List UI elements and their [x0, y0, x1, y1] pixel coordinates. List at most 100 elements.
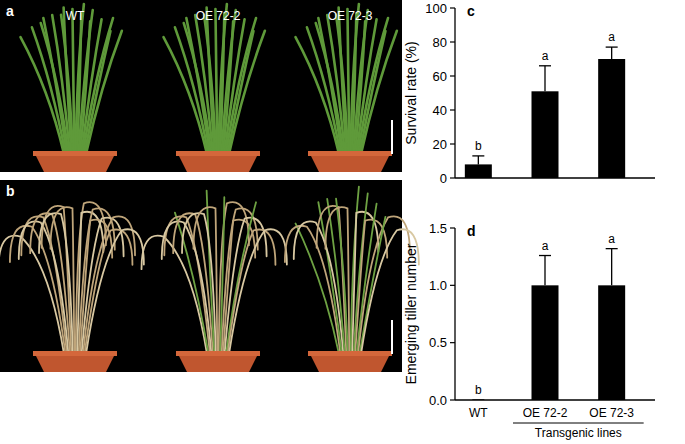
scale-bar — [391, 120, 393, 154]
photo-background — [0, 0, 402, 172]
y-tick-label: 1.5 — [429, 221, 447, 236]
y-axis-label: Survival rate (%) — [403, 41, 419, 144]
error-stem — [611, 47, 612, 59]
photo-panel: aWTOE 72-2OE 72-3 — [0, 0, 402, 172]
y-tick — [450, 109, 455, 110]
error-bar — [472, 156, 484, 165]
leaf — [336, 15, 348, 154]
pot — [178, 354, 258, 372]
error-bar — [539, 256, 551, 286]
photo-caption: WT — [66, 9, 85, 23]
leaf — [317, 206, 347, 354]
leaf — [347, 9, 349, 154]
leaf — [361, 31, 397, 154]
pot — [35, 354, 115, 372]
pot — [178, 154, 258, 172]
leaf — [61, 15, 73, 154]
leaf — [358, 18, 388, 154]
leaf — [325, 207, 349, 354]
error-stem — [544, 66, 545, 92]
x-tick-label: OE 72-2 — [523, 406, 568, 420]
error-cap — [606, 46, 618, 47]
leaf — [85, 31, 111, 154]
photo-caption: OE 72-2 — [196, 9, 241, 23]
panel-letter: a — [6, 3, 14, 19]
error-bar — [472, 400, 484, 401]
error-bar — [606, 249, 618, 286]
bar — [532, 91, 559, 178]
photo-panel: b — [0, 180, 419, 372]
leaf — [360, 31, 386, 154]
pot-rim — [176, 351, 260, 356]
figure: aWTOE 72-2OE 72-3b020406080100Survival r… — [0, 0, 685, 444]
y-axis — [454, 228, 455, 400]
error-bar — [539, 66, 551, 92]
leaf — [228, 230, 276, 354]
leaf — [228, 31, 254, 154]
leaf — [86, 31, 122, 154]
y-tick — [450, 399, 455, 400]
y-tick-label: 100 — [425, 1, 447, 16]
significance-letter: a — [608, 30, 615, 44]
leaf — [207, 191, 215, 354]
chart: 020406080100Survival rate (%)cbaa — [403, 1, 655, 186]
leaf — [229, 31, 265, 154]
pot-rim — [308, 151, 392, 156]
bars — [465, 47, 625, 178]
significance-letter: a — [608, 232, 615, 246]
photo-background — [0, 180, 402, 372]
pot — [35, 154, 115, 172]
leaf — [336, 199, 348, 354]
significance-letter: b — [475, 383, 482, 397]
pot — [310, 354, 390, 372]
leaf — [86, 229, 144, 354]
leaf — [182, 213, 216, 354]
y-tick — [450, 7, 455, 8]
error-cap — [472, 155, 484, 156]
bars — [472, 249, 625, 400]
leaf — [30, 213, 70, 354]
leaf — [19, 221, 69, 354]
bar — [465, 164, 492, 178]
y-axis-label: Emerging tiller number — [403, 243, 419, 384]
significance-letter: a — [542, 239, 549, 253]
pot-rim — [308, 351, 392, 356]
y-tick-label: 1.0 — [429, 278, 447, 293]
leaf — [173, 213, 213, 354]
leaf — [193, 207, 217, 354]
leaf — [226, 18, 256, 154]
y-tick-label: 0 — [440, 171, 447, 186]
error-cap — [472, 399, 484, 400]
leaf — [72, 9, 74, 154]
leaf — [39, 213, 73, 354]
pot-rim — [33, 151, 117, 156]
y-tick — [450, 177, 455, 178]
y-tick-label: 60 — [433, 69, 447, 84]
panel-letter: b — [6, 183, 15, 199]
leaf — [83, 216, 135, 354]
leaf — [10, 226, 66, 354]
pot-rim — [176, 151, 260, 156]
leaf — [42, 206, 72, 354]
y-tick — [450, 41, 455, 42]
y-tick-label: 0.0 — [429, 393, 447, 408]
error-stem — [478, 156, 479, 165]
leaf — [215, 9, 217, 154]
scale-bar — [391, 320, 393, 354]
y-tick-label: 0.5 — [429, 335, 447, 350]
y-tick — [450, 75, 455, 76]
bar — [598, 59, 625, 178]
y-tick-label: 80 — [433, 35, 447, 50]
leaf — [85, 230, 133, 354]
leaf — [360, 217, 386, 354]
bar — [598, 285, 625, 400]
y-tick — [450, 227, 455, 228]
x-tick-label: WT — [469, 406, 488, 420]
bar — [532, 285, 559, 400]
leaf — [229, 229, 287, 354]
y-tick-label: 20 — [433, 137, 447, 152]
leaf — [50, 207, 74, 354]
panel-letter: c — [467, 3, 475, 19]
x-tick-label: OE 72-3 — [589, 406, 634, 420]
significance-letter: b — [475, 139, 482, 153]
